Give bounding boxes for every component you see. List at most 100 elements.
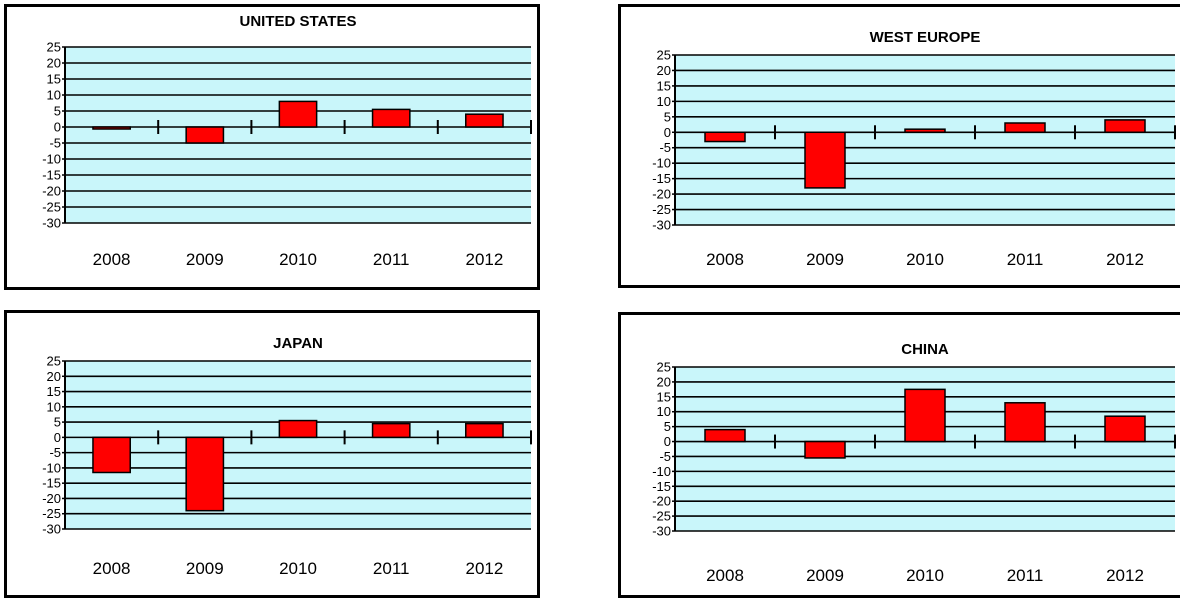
- x-tick-label: 2009: [806, 250, 844, 269]
- y-tick-label: -10: [42, 152, 61, 167]
- y-tick-label: 15: [47, 384, 61, 399]
- y-tick-label: 10: [47, 88, 61, 103]
- bar: [904, 388, 946, 443]
- x-tick-label: 2008: [93, 559, 131, 578]
- bar: [1004, 122, 1046, 134]
- y-tick-label: 0: [664, 125, 671, 140]
- y-tick-label: 0: [664, 434, 671, 449]
- bar: [371, 108, 411, 128]
- x-tick-label: 2010: [906, 250, 944, 269]
- bar: [185, 126, 225, 144]
- y-tick-label: -20: [42, 491, 61, 506]
- x-tick-label: 2012: [465, 559, 503, 578]
- chart-title: UNITED STATES: [240, 13, 357, 30]
- y-tick-label: 20: [657, 63, 671, 78]
- bar: [904, 128, 946, 134]
- x-tick-label: 2009: [186, 559, 224, 578]
- y-tick-label: 20: [47, 56, 61, 71]
- y-tick-label: -10: [42, 460, 61, 475]
- plot-area: [65, 47, 531, 223]
- y-tick-label: -5: [49, 445, 61, 460]
- x-tick-label: 2010: [906, 566, 944, 585]
- y-tick-label: 10: [47, 399, 61, 414]
- x-tick-label: 2012: [1106, 566, 1144, 585]
- y-tick-label: 25: [47, 354, 61, 369]
- y-tick-label: -5: [659, 449, 671, 464]
- y-tick-label: -15: [42, 168, 61, 183]
- chart-panel-japan: 25 20 15 10 5 0 -5 -10 -15 -20 -25 -30 2008 2009 2010 2…: [4, 310, 540, 598]
- y-tick-label: -5: [49, 136, 61, 151]
- y-tick-label: 5: [664, 109, 671, 124]
- chart-panel-west-europe: 25 20 15 10 5 0 -5 -10 -15 -20 -25 -30 2008 2009 2010 2…: [618, 4, 1180, 288]
- x-tick-label: 2009: [806, 566, 844, 585]
- bar: [92, 436, 131, 474]
- x-tick-label: 2008: [706, 250, 744, 269]
- y-tick-label: 0: [54, 430, 61, 445]
- bar: [1104, 119, 1146, 134]
- x-tick-label: 2009: [186, 250, 224, 269]
- y-tick-label: -15: [652, 171, 671, 186]
- x-tick-label: 2010: [279, 250, 317, 269]
- y-tick-label: 10: [657, 404, 671, 419]
- y-tick-label: 25: [657, 48, 671, 63]
- bar: [185, 436, 225, 512]
- y-tick-label: 5: [664, 419, 671, 434]
- x-tick-label: 2008: [93, 250, 131, 269]
- y-tick-label: -20: [42, 184, 61, 199]
- bar: [465, 113, 504, 128]
- y-tick-label: 25: [47, 40, 61, 55]
- y-tick-label: 20: [47, 369, 61, 384]
- x-tick-label: 2011: [1007, 250, 1044, 269]
- bar: [278, 100, 318, 128]
- x-tick-label: 2011: [373, 250, 410, 269]
- bar: [371, 422, 411, 439]
- bar: [465, 422, 504, 439]
- y-tick-label: 5: [54, 104, 61, 119]
- bar: [704, 428, 746, 443]
- y-tick-label: -15: [652, 479, 671, 494]
- x-tick-label: 2008: [706, 566, 744, 585]
- x-tick-label: 2012: [465, 250, 503, 269]
- plot-area: [675, 55, 1175, 225]
- x-tick-label: 2011: [1007, 566, 1044, 585]
- bar: [804, 131, 846, 189]
- y-tick-label: -30: [42, 522, 61, 537]
- bar: [1104, 415, 1146, 443]
- y-tick-label: -30: [652, 218, 671, 233]
- bar: [278, 419, 318, 439]
- y-tick-label: -15: [42, 476, 61, 491]
- chart-title: WEST EUROPE: [870, 29, 981, 46]
- y-tick-label: 15: [657, 389, 671, 404]
- y-tick-label: -25: [42, 200, 61, 215]
- y-tick-label: -20: [652, 494, 671, 509]
- y-tick-label: -10: [652, 464, 671, 479]
- y-tick-label: -30: [42, 216, 61, 231]
- y-tick-label: -25: [652, 202, 671, 217]
- bar: [804, 440, 846, 459]
- bar: [92, 126, 131, 130]
- y-tick-label: -20: [652, 187, 671, 202]
- y-tick-label: 15: [47, 72, 61, 87]
- plot-area: [65, 361, 531, 529]
- x-tick-label: 2011: [373, 559, 410, 578]
- chart-title: CHINA: [901, 341, 949, 358]
- chart-panel-china: 25 20 15 10 5 0 -5 -10 -15 -20 -25 -30 2008 2009 2010 2…: [618, 312, 1180, 598]
- bar: [704, 131, 746, 143]
- chart-title: JAPAN: [273, 335, 323, 352]
- y-tick-label: 25: [657, 360, 671, 375]
- x-tick-label: 2012: [1106, 250, 1144, 269]
- y-tick-label: -5: [659, 140, 671, 155]
- bar: [1004, 402, 1046, 443]
- y-tick-label: -30: [652, 524, 671, 539]
- y-tick-label: 20: [657, 374, 671, 389]
- chart-panel-united-states: 25 20 15 10 5 0 -5 -10 -15 -20 -25 -30 2008 2009 2010 2…: [4, 4, 540, 290]
- y-tick-label: 10: [657, 94, 671, 109]
- y-tick-label: -10: [652, 156, 671, 171]
- y-tick-label: -25: [42, 506, 61, 521]
- y-tick-label: 15: [657, 78, 671, 93]
- y-tick-label: 0: [54, 120, 61, 135]
